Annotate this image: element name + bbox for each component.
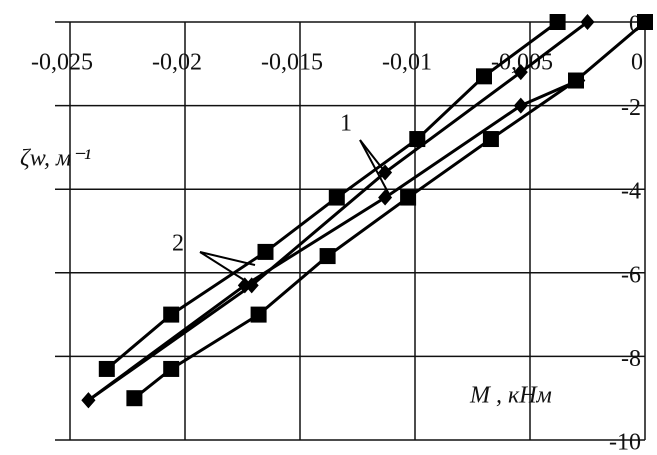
marker <box>482 131 499 148</box>
y-tick-label: -4 <box>621 179 641 205</box>
marker <box>409 131 426 148</box>
marker <box>378 164 393 181</box>
marker <box>126 390 143 407</box>
x-tick-label: -0,015 <box>261 50 323 76</box>
marker <box>98 360 115 377</box>
annotation: 2 <box>172 231 184 257</box>
x-tick-label: -0,01 <box>382 50 432 76</box>
marker <box>237 277 252 294</box>
marker <box>637 14 653 30</box>
marker <box>250 306 267 323</box>
x-tick-label: 0 <box>631 50 643 76</box>
marker <box>513 64 528 81</box>
y-tick-label: -2 <box>621 95 641 121</box>
y-tick-label: -6 <box>621 262 641 288</box>
marker <box>580 14 595 30</box>
x-tick-label: -0,025 <box>31 50 93 76</box>
marker <box>513 97 528 114</box>
x-tick-label: -0,02 <box>152 50 202 76</box>
marker <box>163 306 180 323</box>
arrow <box>199 251 256 266</box>
y-axis-label: M , кНм <box>469 383 552 409</box>
marker <box>400 189 417 206</box>
marker <box>257 243 274 260</box>
marker <box>571 72 586 89</box>
marker <box>81 392 96 409</box>
marker <box>328 189 345 206</box>
x-axis-label: ζw, м⁻¹ <box>20 146 91 172</box>
marker <box>319 248 336 265</box>
marker <box>549 14 566 30</box>
y-tick-label: -10 <box>609 430 641 455</box>
arrow <box>359 139 386 173</box>
series-line <box>133 20 646 400</box>
annotation: 1 <box>340 111 352 137</box>
marker <box>378 189 393 206</box>
y-tick-label: -8 <box>621 346 641 372</box>
marker <box>163 360 180 377</box>
marker <box>476 68 492 85</box>
